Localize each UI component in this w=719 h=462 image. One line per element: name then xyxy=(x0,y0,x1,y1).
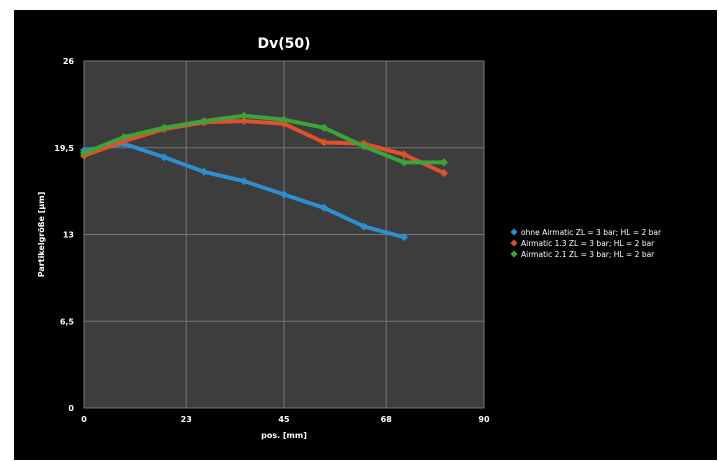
x-tick-label: 23 xyxy=(181,415,192,424)
y-axis-label: Partikelgröße [µm] xyxy=(37,192,46,278)
data-point xyxy=(320,203,328,212)
y-tick-label: 26 xyxy=(63,57,75,66)
series-group xyxy=(80,111,448,242)
data-point xyxy=(280,115,288,124)
legend-marker xyxy=(510,228,518,236)
data-point xyxy=(400,158,408,167)
y-tick-label: 19,5 xyxy=(54,144,74,153)
x-tick-label: 90 xyxy=(478,415,490,424)
legend-marker xyxy=(510,250,518,258)
data-point xyxy=(320,123,328,132)
x-axis-label: pos. [mm] xyxy=(261,431,307,440)
data-point xyxy=(440,158,448,167)
data-point xyxy=(360,142,368,151)
data-point xyxy=(80,149,88,158)
tick-labels: 0 23 45 68 90 0 6,5 13 19,5 26 xyxy=(54,57,490,424)
data-point xyxy=(240,177,248,186)
x-tick-label: 0 xyxy=(81,415,87,424)
x-tick-label: 45 xyxy=(278,415,290,424)
legend: ohne Airmatic ZL = 3 bar; HL = 2 bar Airm… xyxy=(510,228,662,259)
y-tick-label: 6,5 xyxy=(60,317,75,326)
legend-entry: ohne Airmatic ZL = 3 bar; HL = 2 bar xyxy=(521,228,662,237)
series-line xyxy=(82,119,446,176)
chart-title: Dv(50) xyxy=(257,36,310,52)
legend-marker xyxy=(510,239,518,247)
chart-frame: 0 23 45 68 90 0 6,5 13 19,5 26 Dv(50) pos. [mm] P… xyxy=(14,10,717,460)
data-point xyxy=(200,167,208,176)
data-point xyxy=(160,123,168,132)
legend-entry: Airmatic 1.3 ZL = 3 bar; HL = 2 bar xyxy=(521,239,655,248)
y-tick-label: 13 xyxy=(63,231,74,240)
chart-svg: 0 23 45 68 90 0 6,5 13 19,5 26 Dv(50) pos. [mm] P… xyxy=(37,36,662,440)
data-point xyxy=(240,111,248,120)
data-point xyxy=(320,138,328,147)
data-point xyxy=(400,150,408,159)
data-point xyxy=(240,117,248,126)
series-line xyxy=(82,113,446,165)
data-point xyxy=(360,222,368,231)
data-point xyxy=(120,133,128,142)
data-point xyxy=(440,169,448,178)
data-point xyxy=(400,233,408,242)
y-tick-label: 0 xyxy=(68,404,74,413)
legend-entry: Airmatic 2.1 ZL = 3 bar; HL = 2 bar xyxy=(521,250,655,259)
x-tick-label: 68 xyxy=(381,415,393,424)
data-point xyxy=(160,153,168,162)
data-point xyxy=(200,117,208,126)
data-point xyxy=(280,190,288,199)
gridlines xyxy=(83,60,485,409)
